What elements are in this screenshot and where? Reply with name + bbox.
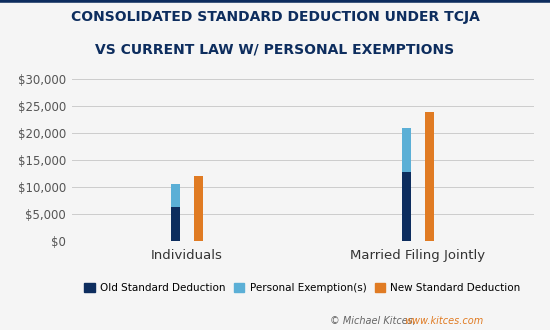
Text: CONSOLIDATED STANDARD DEDUCTION UNDER TCJA: CONSOLIDATED STANDARD DEDUCTION UNDER TC… (70, 10, 480, 24)
Bar (171, 207, 180, 241)
Bar (194, 176, 203, 241)
Bar (402, 128, 411, 173)
Text: VS CURRENT LAW W/ PERSONAL EXEMPTIONS: VS CURRENT LAW W/ PERSONAL EXEMPTIONS (96, 43, 454, 57)
Legend: Old Standard Deduction, Personal Exemption(s), New Standard Deduction: Old Standard Deduction, Personal Exempti… (80, 279, 525, 297)
Text: www.kitces.com: www.kitces.com (404, 316, 483, 326)
Bar (425, 112, 434, 241)
Bar (402, 173, 411, 241)
Text: © Michael Kitces,: © Michael Kitces, (330, 316, 416, 326)
Bar (171, 184, 180, 207)
